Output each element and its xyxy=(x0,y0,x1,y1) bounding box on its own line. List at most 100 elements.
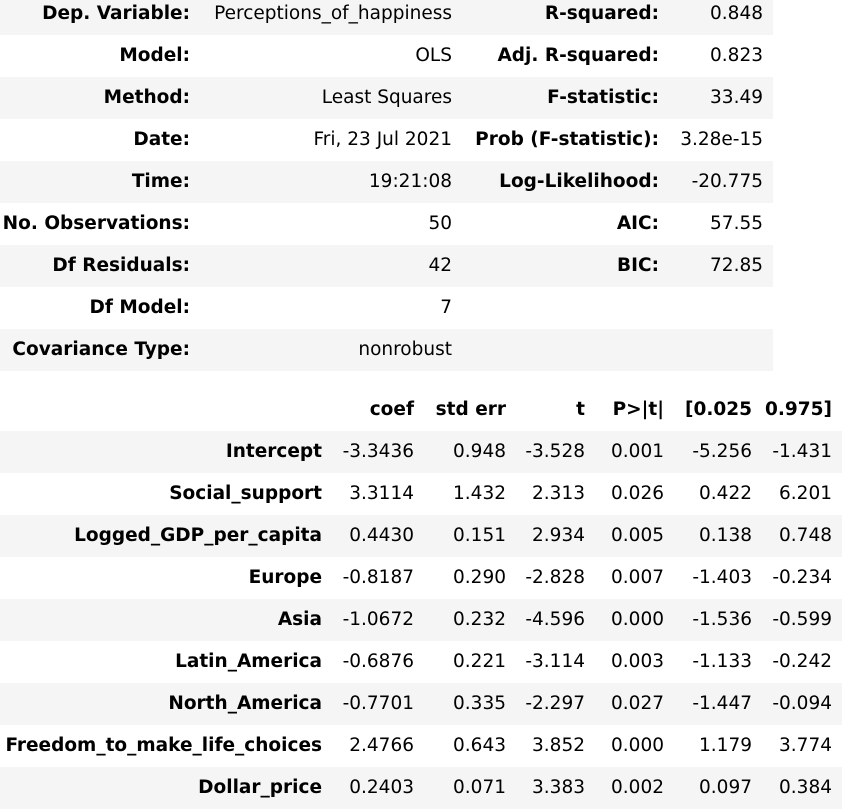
variable-name: Latin_America xyxy=(0,641,332,683)
ci-lower-value: -5.256 xyxy=(674,431,762,473)
coefficient-row: Dollar_price 0.2403 0.071 3.383 0.002 0.… xyxy=(0,767,842,809)
ci-lower-value: -1.447 xyxy=(674,683,762,725)
summary-value xyxy=(669,287,773,329)
summary-label: Log-Likelihood: xyxy=(462,161,669,203)
coef-value: -1.0672 xyxy=(332,599,424,641)
p-value: 0.005 xyxy=(595,515,674,557)
summary-label xyxy=(462,329,669,371)
ci-upper-value: -0.234 xyxy=(762,557,842,599)
ci-lower-value: 1.179 xyxy=(674,725,762,767)
summary-row: Df Model: 7 xyxy=(0,287,773,329)
coef-value: -3.3436 xyxy=(332,431,424,473)
summary-label: No. Observations: xyxy=(0,203,200,245)
summary-row: Model: OLS Adj. R-squared: 0.823 xyxy=(0,35,773,77)
coef-value: 2.4766 xyxy=(332,725,424,767)
variable-name: Intercept xyxy=(0,431,332,473)
summary-row: Covariance Type: nonrobust xyxy=(0,329,773,371)
coef-value: -0.8187 xyxy=(332,557,424,599)
column-header-std-err: std err xyxy=(424,389,516,431)
ci-upper-value: 3.774 xyxy=(762,725,842,767)
column-header xyxy=(0,389,332,431)
summary-value: Fri, 23 Jul 2021 xyxy=(200,119,462,161)
summary-value: Least Squares xyxy=(200,77,462,119)
coef-value: -0.7701 xyxy=(332,683,424,725)
summary-value: 0.848 xyxy=(669,0,773,35)
p-value: 0.000 xyxy=(595,725,674,767)
summary-row: Date: Fri, 23 Jul 2021 Prob (F-statistic… xyxy=(0,119,773,161)
ci-lower-value: -1.536 xyxy=(674,599,762,641)
summary-label: Df Residuals: xyxy=(0,245,200,287)
t-value: 2.934 xyxy=(516,515,595,557)
summary-value: 3.28e-15 xyxy=(669,119,773,161)
coefficient-row: North_America -0.7701 0.335 -2.297 0.027… xyxy=(0,683,842,725)
coefficient-row: Social_support 3.3114 1.432 2.313 0.026 … xyxy=(0,473,842,515)
ci-lower-value: 0.422 xyxy=(674,473,762,515)
summary-row: Dep. Variable: Perceptions_of_happiness … xyxy=(0,0,773,35)
p-value: 0.001 xyxy=(595,431,674,473)
summary-label: Dep. Variable: xyxy=(0,0,200,35)
summary-row: Df Residuals: 42 BIC: 72.85 xyxy=(0,245,773,287)
ci-upper-value: -0.094 xyxy=(762,683,842,725)
column-header-t: t xyxy=(516,389,595,431)
summary-label: Df Model: xyxy=(0,287,200,329)
t-value: -2.297 xyxy=(516,683,595,725)
summary-value: 7 xyxy=(200,287,462,329)
variable-name: Logged_GDP_per_capita xyxy=(0,515,332,557)
summary-value: 72.85 xyxy=(669,245,773,287)
summary-label: Adj. R-squared: xyxy=(462,35,669,77)
summary-label: Method: xyxy=(0,77,200,119)
summary-value: Perceptions_of_happiness xyxy=(200,0,462,35)
summary-value: -20.775 xyxy=(669,161,773,203)
coefficients-table: coef std err t P>|t| [0.025 0.975] Inter… xyxy=(0,389,842,809)
p-value: 0.026 xyxy=(595,473,674,515)
summary-label: Covariance Type: xyxy=(0,329,200,371)
t-value: -4.596 xyxy=(516,599,595,641)
ci-upper-value: -1.431 xyxy=(762,431,842,473)
coef-value: 0.4430 xyxy=(332,515,424,557)
column-header-ci-upper: 0.975] xyxy=(762,389,842,431)
summary-label: R-squared: xyxy=(462,0,669,35)
ci-lower-value: -1.133 xyxy=(674,641,762,683)
summary-label: AIC: xyxy=(462,203,669,245)
t-value: -3.528 xyxy=(516,431,595,473)
summary-label: Prob (F-statistic): xyxy=(462,119,669,161)
coefficient-row: Freedom_to_make_life_choices 2.4766 0.64… xyxy=(0,725,842,767)
t-value: 3.852 xyxy=(516,725,595,767)
coefficients-header-row: coef std err t P>|t| [0.025 0.975] xyxy=(0,389,842,431)
coefficient-row: Europe -0.8187 0.290 -2.828 0.007 -1.403… xyxy=(0,557,842,599)
t-value: 3.383 xyxy=(516,767,595,809)
std-err-value: 0.948 xyxy=(424,431,516,473)
regression-summary-table: Dep. Variable: Perceptions_of_happiness … xyxy=(0,0,773,371)
variable-name: North_America xyxy=(0,683,332,725)
std-err-value: 0.232 xyxy=(424,599,516,641)
column-header-coef: coef xyxy=(332,389,424,431)
summary-label xyxy=(462,287,669,329)
t-value: -3.114 xyxy=(516,641,595,683)
std-err-value: 0.335 xyxy=(424,683,516,725)
ci-upper-value: 0.384 xyxy=(762,767,842,809)
variable-name: Dollar_price xyxy=(0,767,332,809)
column-header-p-value: P>|t| xyxy=(595,389,674,431)
summary-label: Model: xyxy=(0,35,200,77)
column-header-ci-lower: [0.025 xyxy=(674,389,762,431)
summary-value: 50 xyxy=(200,203,462,245)
coef-value: -0.6876 xyxy=(332,641,424,683)
variable-name: Social_support xyxy=(0,473,332,515)
summary-row: Method: Least Squares F-statistic: 33.49 xyxy=(0,77,773,119)
ci-upper-value: -0.242 xyxy=(762,641,842,683)
summary-label: F-statistic: xyxy=(462,77,669,119)
ci-upper-value: 0.748 xyxy=(762,515,842,557)
summary-label: Time: xyxy=(0,161,200,203)
ci-upper-value: 6.201 xyxy=(762,473,842,515)
p-value: 0.003 xyxy=(595,641,674,683)
summary-value: 33.49 xyxy=(669,77,773,119)
summary-value: nonrobust xyxy=(200,329,462,371)
ci-lower-value: 0.097 xyxy=(674,767,762,809)
p-value: 0.027 xyxy=(595,683,674,725)
coefficient-row: Intercept -3.3436 0.948 -3.528 0.001 -5.… xyxy=(0,431,842,473)
coefficient-row: Latin_America -0.6876 0.221 -3.114 0.003… xyxy=(0,641,842,683)
summary-row: No. Observations: 50 AIC: 57.55 xyxy=(0,203,773,245)
p-value: 0.002 xyxy=(595,767,674,809)
summary-value: 19:21:08 xyxy=(200,161,462,203)
coefficient-row: Asia -1.0672 0.232 -4.596 0.000 -1.536 -… xyxy=(0,599,842,641)
